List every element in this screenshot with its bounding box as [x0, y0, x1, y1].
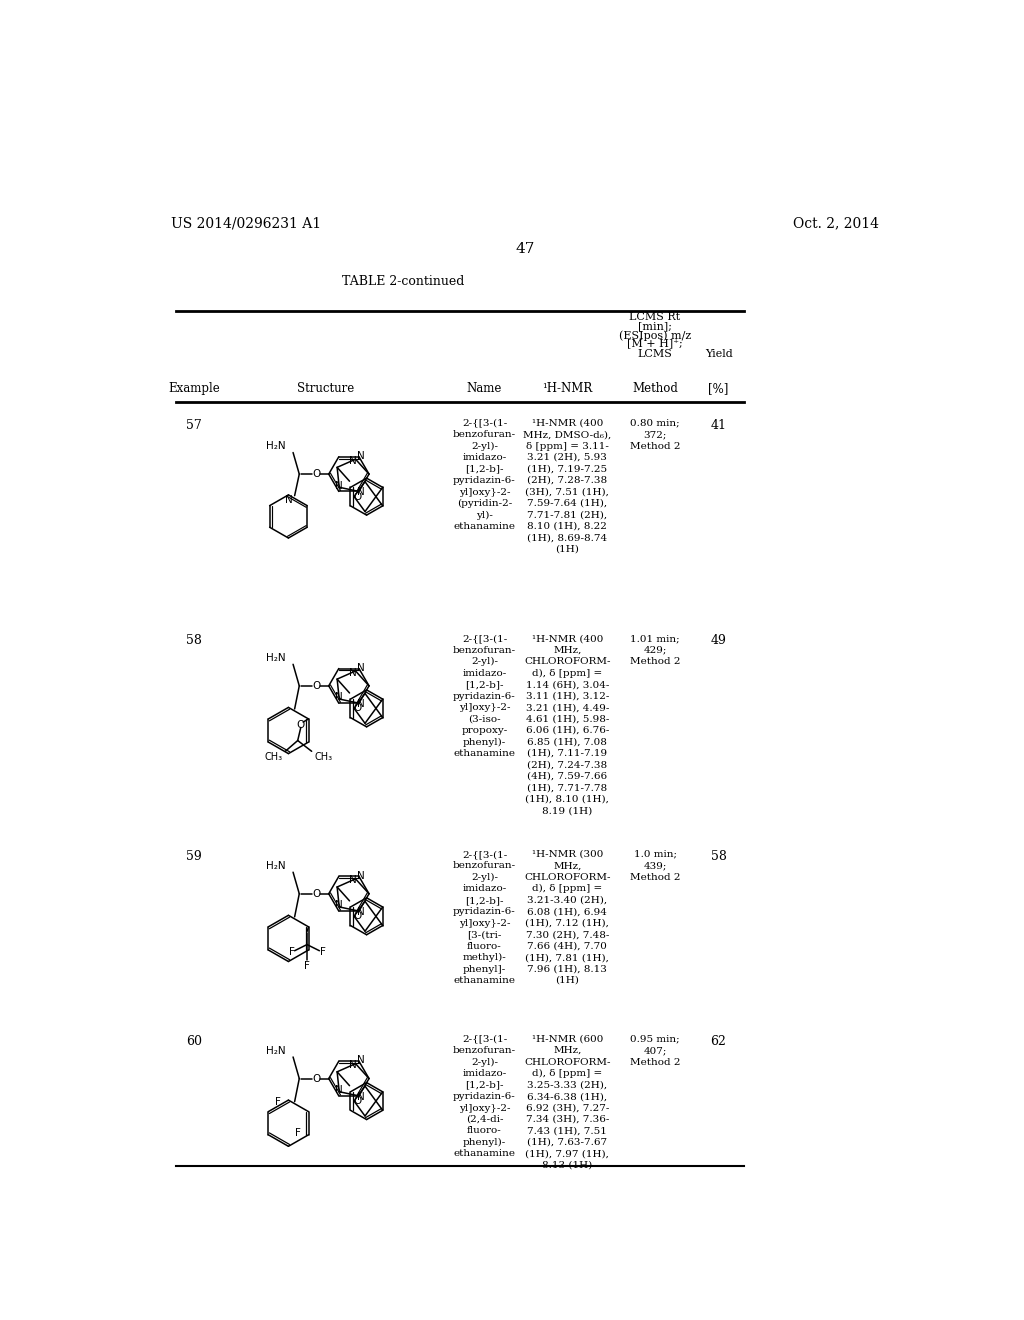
Text: N: N [348, 455, 356, 466]
Text: Example: Example [168, 381, 220, 395]
Text: US 2014/0296231 A1: US 2014/0296231 A1 [171, 216, 321, 230]
Text: [%]: [%] [709, 381, 729, 395]
Text: 2-{[3-(1-
benzofuran-
2-yl)-
imidazo-
[1,2-b]-
pyridazin-6-
yl]oxy}-2-
(pyridin-: 2-{[3-(1- benzofuran- 2-yl)- imidazo- [1… [453, 418, 516, 531]
Text: O: O [353, 1096, 361, 1106]
Text: CH₃: CH₃ [264, 752, 283, 763]
Text: 2-{[3-(1-
benzofuran-
2-yl)-
imidazo-
[1,2-b]-
pyridazin-6-
yl]oxy}-2-
[3-(tri-
: 2-{[3-(1- benzofuran- 2-yl)- imidazo- [1… [453, 850, 516, 985]
Text: ¹H-NMR (600
MHz,
CHLOROFORM-
d), δ [ppm] =
3.25-3.33 (2H),
6.34-6.38 (1H),
6.92 : ¹H-NMR (600 MHz, CHLOROFORM- d), δ [ppm]… [524, 1035, 610, 1170]
Text: 0.95 min;
407;
Method 2: 0.95 min; 407; Method 2 [630, 1035, 680, 1067]
Text: N: N [357, 1056, 366, 1065]
Text: N: N [357, 907, 366, 917]
Text: O: O [312, 681, 321, 690]
Text: 59: 59 [186, 850, 202, 863]
Text: Method: Method [632, 381, 678, 395]
Text: O: O [297, 721, 305, 730]
Text: H₂N: H₂N [265, 861, 286, 871]
Text: 1.01 min;
429;
Method 2: 1.01 min; 429; Method 2 [630, 635, 680, 667]
Text: N: N [357, 487, 366, 498]
Text: O: O [312, 888, 321, 899]
Text: LCMS: LCMS [638, 350, 673, 359]
Text: N: N [336, 1085, 343, 1096]
Text: [min];: [min]; [638, 322, 672, 331]
Text: LCMS Rt: LCMS Rt [630, 313, 681, 322]
Text: CH₃: CH₃ [314, 752, 333, 763]
Text: O: O [312, 1073, 321, 1084]
Text: N: N [336, 693, 343, 702]
Text: Yield: Yield [705, 350, 732, 359]
Text: 2-{[3-(1-
benzofuran-
2-yl)-
imidazo-
[1,2-b]-
pyridazin-6-
yl]oxy}-2-
(2,4-di-
: 2-{[3-(1- benzofuran- 2-yl)- imidazo- [1… [453, 1035, 516, 1159]
Text: Name: Name [467, 381, 502, 395]
Text: ¹H-NMR: ¹H-NMR [543, 381, 593, 395]
Text: O: O [312, 469, 321, 479]
Text: F: F [289, 948, 295, 957]
Text: 1.0 min;
439;
Method 2: 1.0 min; 439; Method 2 [630, 850, 680, 882]
Text: H₂N: H₂N [265, 1045, 286, 1056]
Text: ¹H-NMR (400
MHz, DMSO-d₆),
δ [ppm] = 3.11-
3.21 (2H), 5.93
(1H), 7.19-7.25
(2H),: ¹H-NMR (400 MHz, DMSO-d₆), δ [ppm] = 3.1… [523, 418, 611, 553]
Text: (ESIpos) m/z: (ESIpos) m/z [618, 330, 691, 341]
Text: Structure: Structure [297, 381, 354, 395]
Text: TABLE 2-continued: TABLE 2-continued [342, 276, 464, 289]
Text: 2-{[3-(1-
benzofuran-
2-yl)-
imidazo-
[1,2-b]-
pyridazin-6-
yl]oxy}-2-
(3-iso-
p: 2-{[3-(1- benzofuran- 2-yl)- imidazo- [1… [453, 635, 516, 758]
Text: 58: 58 [711, 850, 726, 863]
Text: N: N [348, 668, 356, 677]
Text: N: N [357, 871, 366, 880]
Text: 49: 49 [711, 635, 726, 647]
Text: N: N [357, 663, 366, 673]
Text: 62: 62 [711, 1035, 726, 1048]
Text: 60: 60 [186, 1035, 202, 1048]
Text: N: N [348, 875, 356, 886]
Text: 41: 41 [711, 418, 727, 432]
Text: F: F [319, 948, 326, 957]
Text: ¹H-NMR (300
MHz,
CHLOROFORM-
d), δ [ppm] =
3.21-3.40 (2H),
6.08 (1H), 6.94
(1H),: ¹H-NMR (300 MHz, CHLOROFORM- d), δ [ppm]… [524, 850, 610, 985]
Text: N: N [336, 900, 343, 911]
Text: F: F [274, 1097, 281, 1106]
Text: N: N [357, 1092, 366, 1102]
Text: O: O [353, 704, 361, 713]
Text: 47: 47 [515, 242, 535, 256]
Text: Oct. 2, 2014: Oct. 2, 2014 [793, 216, 879, 230]
Text: ¹H-NMR (400
MHz,
CHLOROFORM-
d), δ [ppm] =
1.14 (6H), 3.04-
3.11 (1H), 3.12-
3.2: ¹H-NMR (400 MHz, CHLOROFORM- d), δ [ppm]… [524, 635, 610, 816]
Text: N: N [348, 1060, 356, 1071]
Text: N: N [285, 495, 292, 504]
Text: N: N [357, 700, 366, 709]
Text: H₂N: H₂N [265, 441, 286, 451]
Text: O: O [353, 491, 361, 502]
Text: N: N [336, 480, 343, 491]
Text: O: O [353, 911, 361, 921]
Text: N: N [357, 451, 366, 461]
Text: F: F [295, 1129, 301, 1138]
Text: H₂N: H₂N [265, 653, 286, 663]
Text: [M + H]⁺;: [M + H]⁺; [627, 339, 683, 348]
Text: 57: 57 [186, 418, 202, 432]
Text: 0.80 min;
372;
Method 2: 0.80 min; 372; Method 2 [630, 418, 680, 450]
Text: 58: 58 [186, 635, 202, 647]
Text: F: F [304, 961, 310, 972]
